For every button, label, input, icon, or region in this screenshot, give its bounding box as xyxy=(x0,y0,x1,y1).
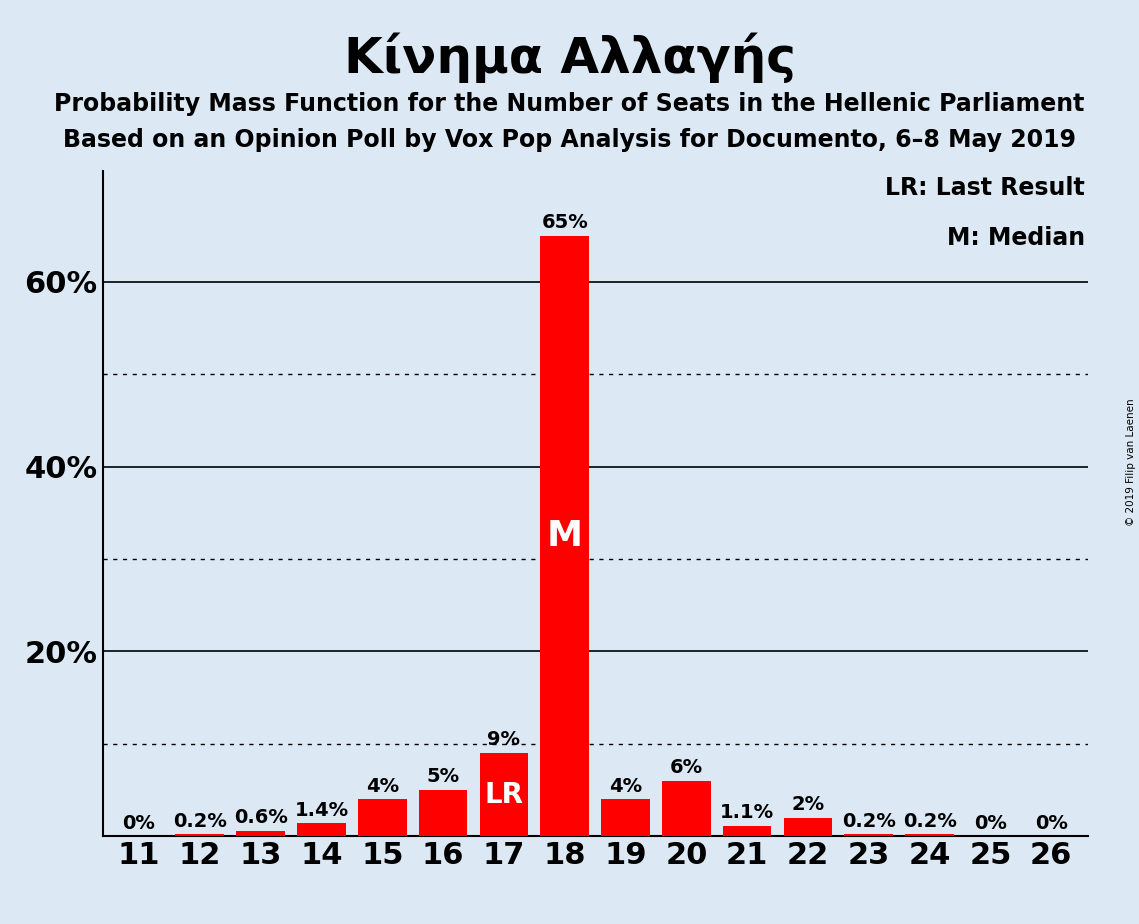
Text: 0.2%: 0.2% xyxy=(842,811,895,831)
Bar xyxy=(175,834,224,836)
Text: LR: Last Result: LR: Last Result xyxy=(885,176,1084,200)
Bar xyxy=(540,236,589,836)
Text: 9%: 9% xyxy=(487,730,521,749)
Text: 65%: 65% xyxy=(541,213,588,232)
Text: Κίνημα Αλλαγής: Κίνημα Αλλαγής xyxy=(344,32,795,83)
Text: 4%: 4% xyxy=(609,776,642,796)
Text: Based on an Opinion Poll by Vox Pop Analysis for Documento, 6–8 May 2019: Based on an Opinion Poll by Vox Pop Anal… xyxy=(63,128,1076,152)
Text: 1.4%: 1.4% xyxy=(294,800,349,820)
Text: 0.2%: 0.2% xyxy=(173,811,227,831)
Text: 2%: 2% xyxy=(792,795,825,814)
Bar xyxy=(601,799,650,836)
Text: 0%: 0% xyxy=(974,813,1007,833)
Bar xyxy=(662,781,711,836)
Bar xyxy=(844,834,893,836)
Text: 0.2%: 0.2% xyxy=(903,811,957,831)
Bar xyxy=(723,826,771,836)
Bar xyxy=(358,799,407,836)
Text: Probability Mass Function for the Number of Seats in the Hellenic Parliament: Probability Mass Function for the Number… xyxy=(55,92,1084,116)
Text: © 2019 Filip van Laenen: © 2019 Filip van Laenen xyxy=(1126,398,1136,526)
Text: 0.6%: 0.6% xyxy=(233,808,287,827)
Bar xyxy=(419,790,467,836)
Text: 1.1%: 1.1% xyxy=(720,803,775,822)
Text: LR: LR xyxy=(484,781,524,808)
Bar xyxy=(297,823,346,836)
Text: 0%: 0% xyxy=(123,813,155,833)
Text: 5%: 5% xyxy=(426,767,460,786)
Bar xyxy=(480,753,528,836)
Text: M: M xyxy=(547,519,583,553)
Text: 4%: 4% xyxy=(366,776,399,796)
Text: 0%: 0% xyxy=(1035,813,1067,833)
Bar xyxy=(906,834,954,836)
Bar xyxy=(236,831,285,836)
Text: M: Median: M: Median xyxy=(947,226,1084,250)
Bar xyxy=(784,818,833,836)
Text: 6%: 6% xyxy=(670,758,703,777)
